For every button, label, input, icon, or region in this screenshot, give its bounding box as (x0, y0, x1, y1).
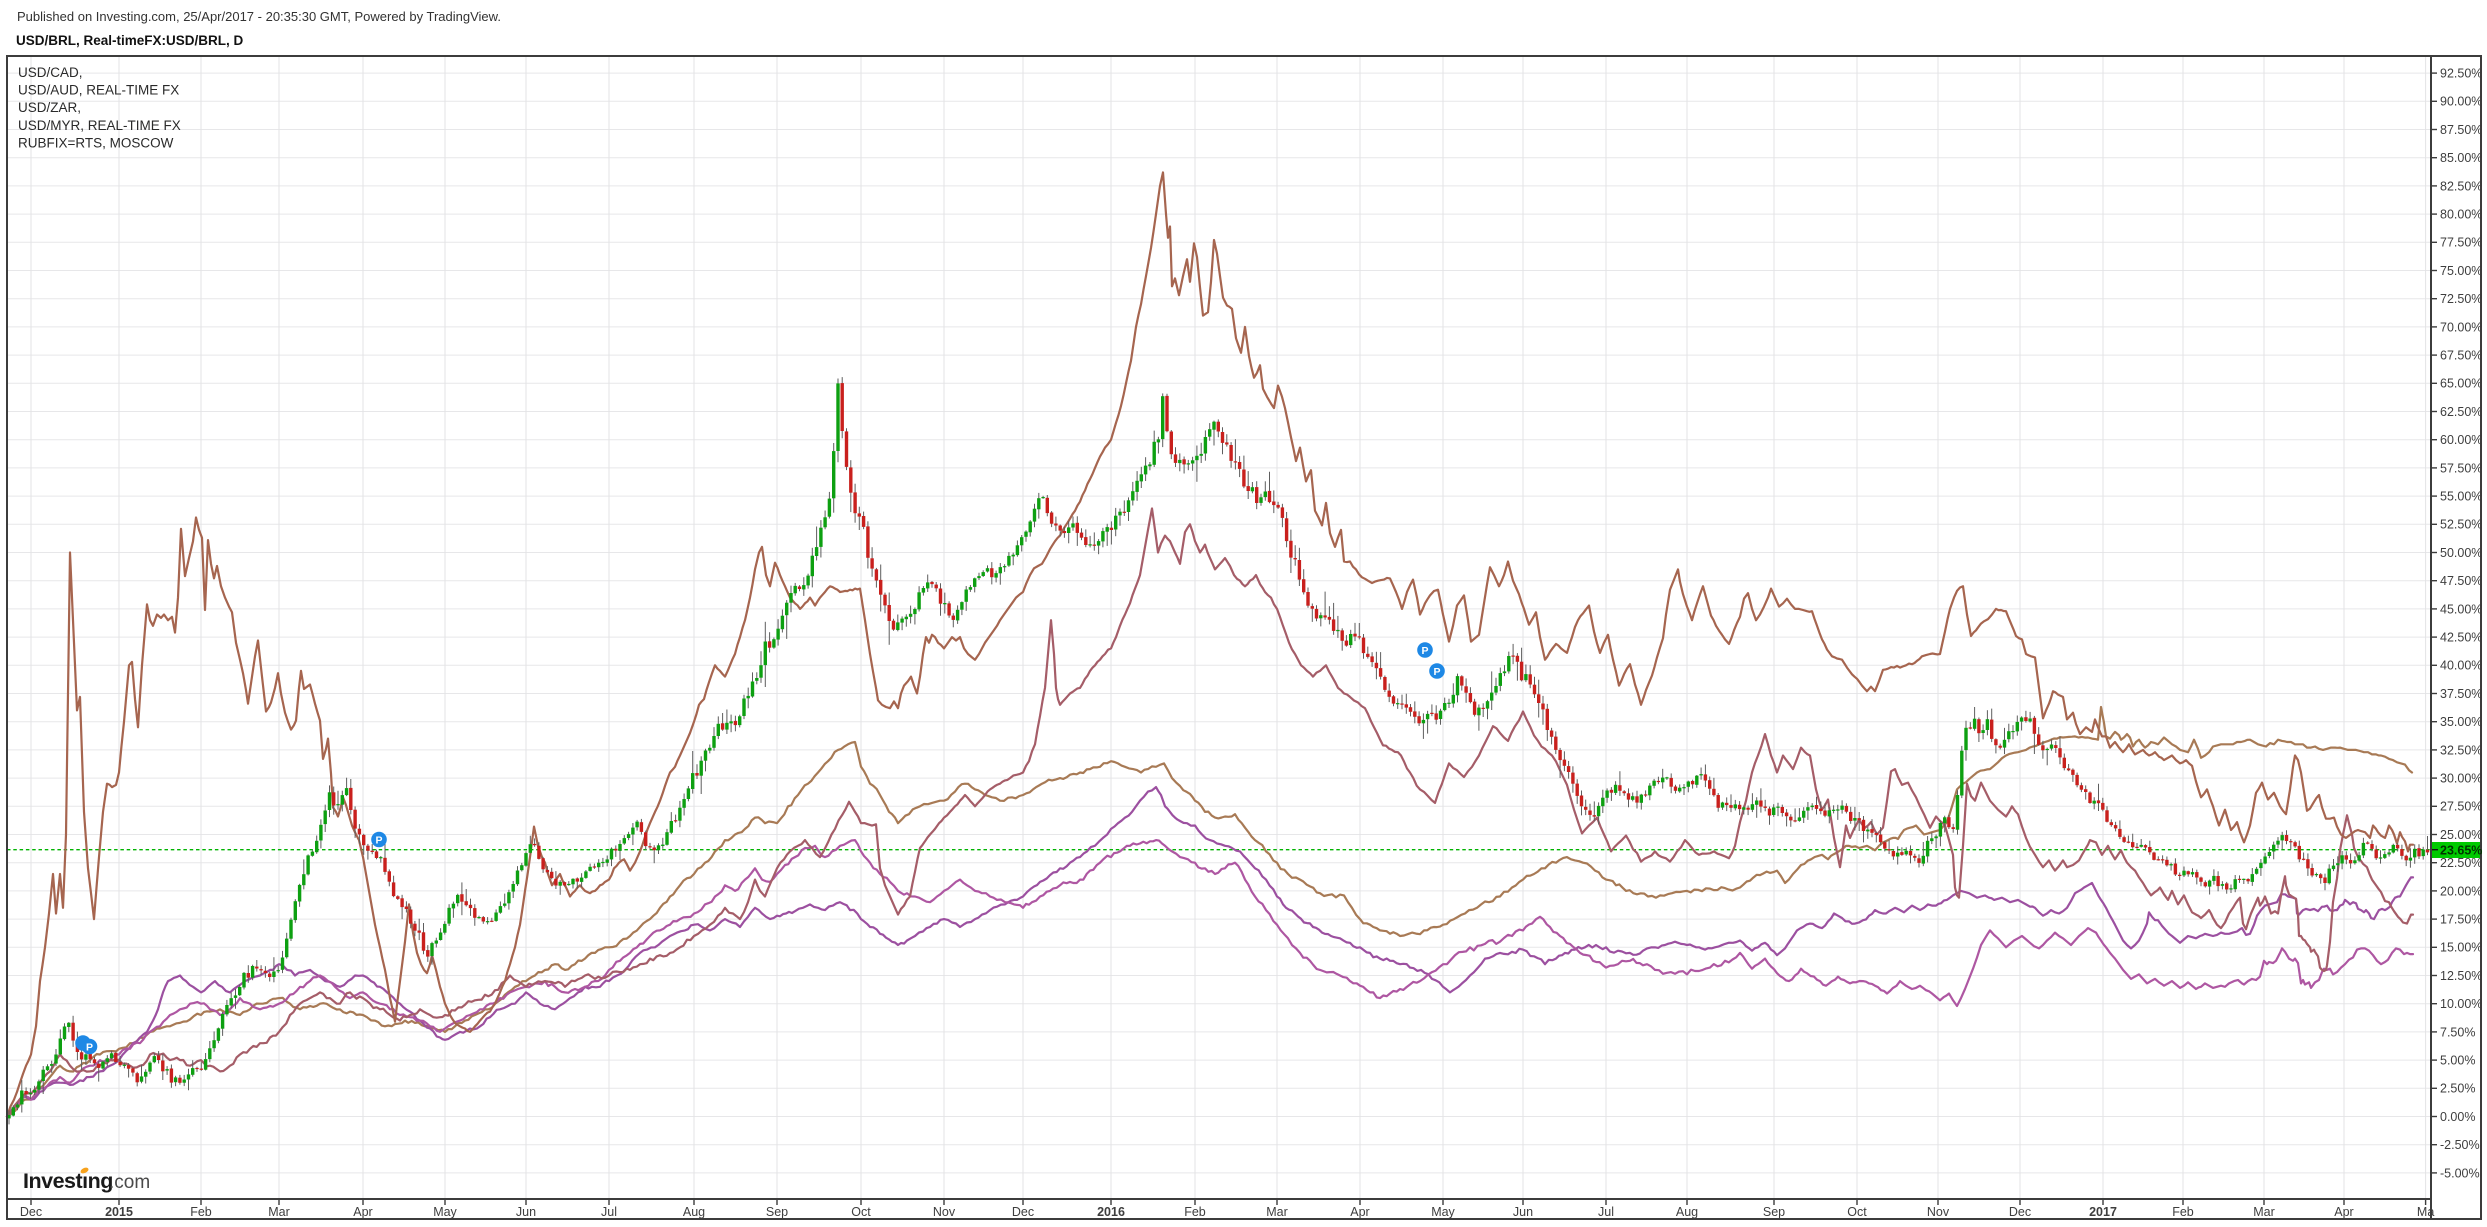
svg-text:50.00%: 50.00% (2440, 546, 2482, 560)
svg-text:10.00%: 10.00% (2440, 997, 2482, 1011)
svg-text:37.50%: 37.50% (2440, 687, 2482, 701)
svg-text:70.00%: 70.00% (2440, 320, 2482, 334)
svg-text:Dec: Dec (20, 1205, 42, 1219)
svg-text:15.00%: 15.00% (2440, 941, 2482, 955)
svg-text:2015: 2015 (105, 1205, 133, 1219)
svg-text:67.50%: 67.50% (2440, 349, 2482, 363)
svg-text:92.50%: 92.50% (2440, 67, 2482, 81)
svg-text:P: P (375, 834, 382, 846)
svg-text:20.00%: 20.00% (2440, 884, 2482, 898)
svg-text:27.50%: 27.50% (2440, 800, 2482, 814)
svg-text:23.65%: 23.65% (2440, 843, 2482, 857)
svg-text:USD/AUD, REAL-TIME FX: USD/AUD, REAL-TIME FX (18, 83, 179, 98)
svg-text:Oct: Oct (851, 1205, 871, 1219)
svg-text:Aug: Aug (683, 1205, 705, 1219)
svg-text:72.50%: 72.50% (2440, 292, 2482, 306)
svg-text:12.50%: 12.50% (2440, 969, 2482, 983)
svg-text:USD/ZAR,: USD/ZAR, (18, 100, 81, 115)
svg-text:Mar: Mar (1266, 1205, 1288, 1219)
svg-text:87.50%: 87.50% (2440, 123, 2482, 137)
svg-text:Investıng: Investıng (23, 1169, 113, 1193)
svg-text:P: P (1421, 645, 1428, 657)
svg-text:32.50%: 32.50% (2440, 743, 2482, 757)
svg-text:Published on Investing.com, 25: Published on Investing.com, 25/Apr/2017 … (17, 9, 501, 24)
svg-text:77.50%: 77.50% (2440, 236, 2482, 250)
svg-text:.com: .com (109, 1172, 150, 1193)
svg-text:45.00%: 45.00% (2440, 602, 2482, 616)
svg-text:2016: 2016 (1097, 1205, 1125, 1219)
svg-text:55.00%: 55.00% (2440, 490, 2482, 504)
svg-text:2017: 2017 (2089, 1205, 2117, 1219)
svg-text:65.00%: 65.00% (2440, 377, 2482, 391)
svg-text:47.50%: 47.50% (2440, 574, 2482, 588)
svg-text:25.00%: 25.00% (2440, 828, 2482, 842)
svg-text:Oct: Oct (1847, 1205, 1867, 1219)
svg-text:P: P (86, 1041, 93, 1053)
svg-text:May: May (433, 1205, 457, 1219)
svg-text:Feb: Feb (190, 1205, 212, 1219)
svg-text:Jun: Jun (516, 1205, 536, 1219)
svg-text:Mar: Mar (268, 1205, 290, 1219)
svg-text:RUBFIX=RTS, MOSCOW: RUBFIX=RTS, MOSCOW (18, 135, 174, 150)
svg-text:Dec: Dec (2009, 1205, 2031, 1219)
svg-text:17.50%: 17.50% (2440, 913, 2482, 927)
svg-text:Feb: Feb (2172, 1205, 2194, 1219)
svg-text:Nov: Nov (1927, 1205, 1950, 1219)
svg-text:Feb: Feb (1184, 1205, 1206, 1219)
svg-text:P: P (1433, 666, 1440, 678)
svg-text:Jul: Jul (1598, 1205, 1614, 1219)
svg-text:Sep: Sep (1763, 1205, 1785, 1219)
svg-text:85.00%: 85.00% (2440, 151, 2482, 165)
svg-text:57.50%: 57.50% (2440, 461, 2482, 475)
svg-text:80.00%: 80.00% (2440, 208, 2482, 222)
svg-text:82.50%: 82.50% (2440, 179, 2482, 193)
svg-text:May: May (1431, 1205, 1455, 1219)
svg-text:90.00%: 90.00% (2440, 95, 2482, 109)
svg-text:40.00%: 40.00% (2440, 659, 2482, 673)
svg-text:0.00%: 0.00% (2440, 1110, 2475, 1124)
svg-text:Jul: Jul (601, 1205, 617, 1219)
svg-text:5.00%: 5.00% (2440, 1054, 2475, 1068)
svg-text:Sep: Sep (766, 1205, 788, 1219)
svg-text:60.00%: 60.00% (2440, 433, 2482, 447)
svg-text:-2.50%: -2.50% (2440, 1138, 2480, 1152)
svg-text:Apr: Apr (2334, 1205, 2353, 1219)
svg-text:30.00%: 30.00% (2440, 772, 2482, 786)
svg-text:7.50%: 7.50% (2440, 1025, 2475, 1039)
svg-text:42.50%: 42.50% (2440, 631, 2482, 645)
svg-text:Apr: Apr (353, 1205, 372, 1219)
svg-text:Aug: Aug (1676, 1205, 1698, 1219)
svg-text:-5.00%: -5.00% (2440, 1166, 2480, 1180)
svg-text:35.00%: 35.00% (2440, 715, 2482, 729)
svg-text:Dec: Dec (1012, 1205, 1034, 1219)
svg-text:Jun: Jun (1513, 1205, 1533, 1219)
svg-text:52.50%: 52.50% (2440, 518, 2482, 532)
svg-text:2.50%: 2.50% (2440, 1082, 2475, 1096)
svg-text:22.50%: 22.50% (2440, 856, 2482, 870)
svg-text:75.00%: 75.00% (2440, 264, 2482, 278)
svg-text:Nov: Nov (933, 1205, 956, 1219)
svg-text:Apr: Apr (1350, 1205, 1369, 1219)
svg-text:Mar: Mar (2253, 1205, 2275, 1219)
svg-text:USD/CAD,: USD/CAD, (18, 65, 83, 80)
svg-text:Ma: Ma (2417, 1205, 2434, 1219)
svg-text:USD/BRL, Real-timeFX:USD/BRL,: USD/BRL, Real-timeFX:USD/BRL, D (16, 33, 244, 48)
svg-text:62.50%: 62.50% (2440, 405, 2482, 419)
svg-text:USD/MYR, REAL-TIME FX: USD/MYR, REAL-TIME FX (18, 118, 181, 133)
